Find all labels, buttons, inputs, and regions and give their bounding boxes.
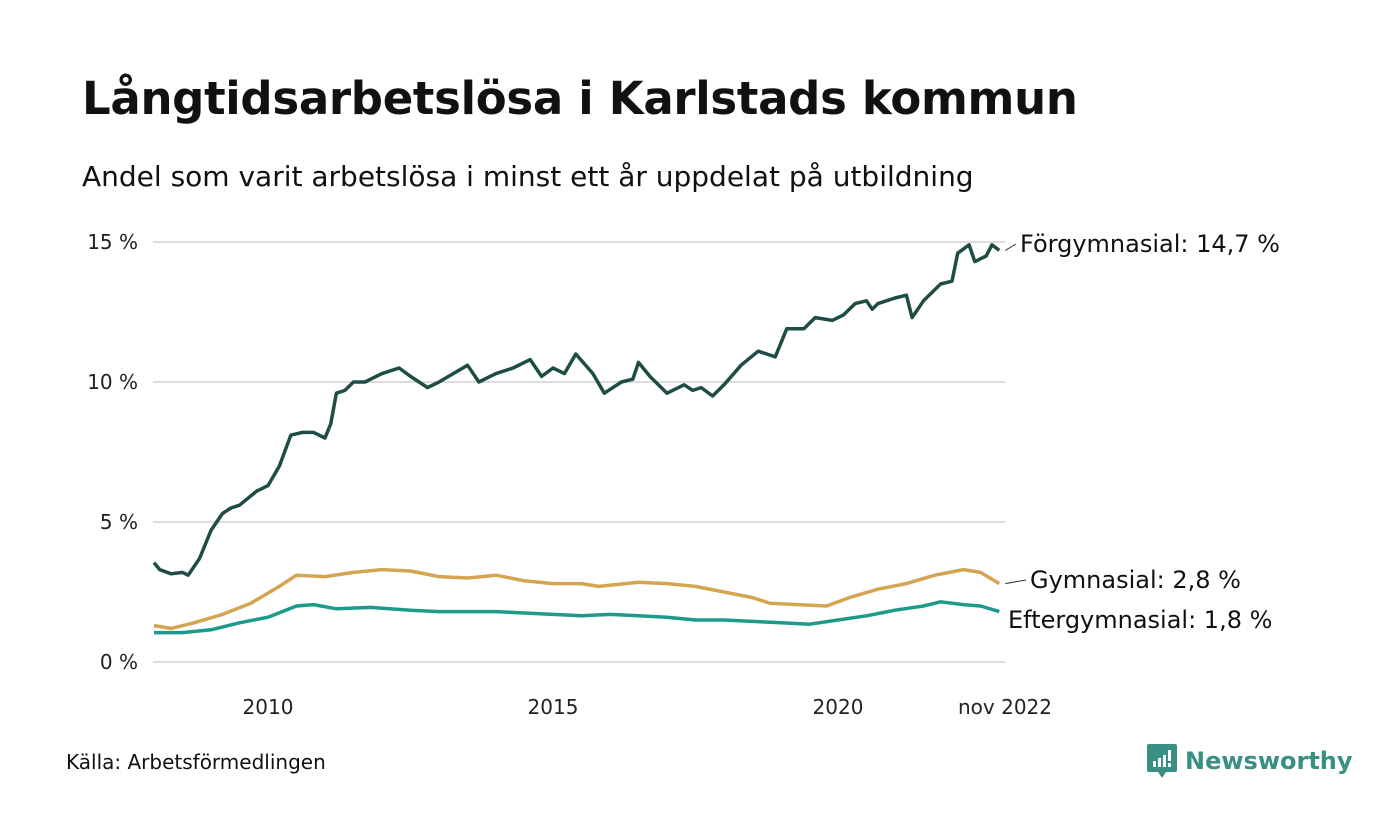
source-note: Källa: Arbetsförmedlingen xyxy=(66,750,326,774)
y-tick-label: 5 % xyxy=(100,510,138,534)
series-line-förgymnasial xyxy=(152,243,1001,577)
series-end-label: Eftergymnasial: 1,8 % xyxy=(1008,606,1272,634)
x-tick-label: nov 2022 xyxy=(958,695,1052,719)
y-tick-label: 15 % xyxy=(87,230,138,254)
x-tick-label: 2015 xyxy=(528,695,579,719)
x-tick-label: 2020 xyxy=(813,695,864,719)
y-tick-label: 10 % xyxy=(87,370,138,394)
logo-text: Newsworthy xyxy=(1185,747,1353,775)
chart-subtitle: Andel som varit arbetslösa i minst ett å… xyxy=(82,160,974,193)
series-line-eftergymnasial xyxy=(154,600,1000,635)
x-tick-label: 2010 xyxy=(243,695,294,719)
label-leader-line xyxy=(1005,243,1017,251)
series-end-label: Förgymnasial: 14,7 % xyxy=(1020,230,1280,258)
chart-title: Långtidsarbetslösa i Karlstads kommun xyxy=(82,72,1078,125)
label-leader-line xyxy=(1005,579,1027,585)
series-line-gymnasial xyxy=(153,567,1001,631)
bar-chart-logo-icon xyxy=(1147,744,1177,778)
newsworthy-logo: Newsworthy xyxy=(1147,744,1353,778)
y-tick-label: 0 % xyxy=(100,650,138,674)
series-end-label: Gymnasial: 2,8 % xyxy=(1030,566,1241,594)
